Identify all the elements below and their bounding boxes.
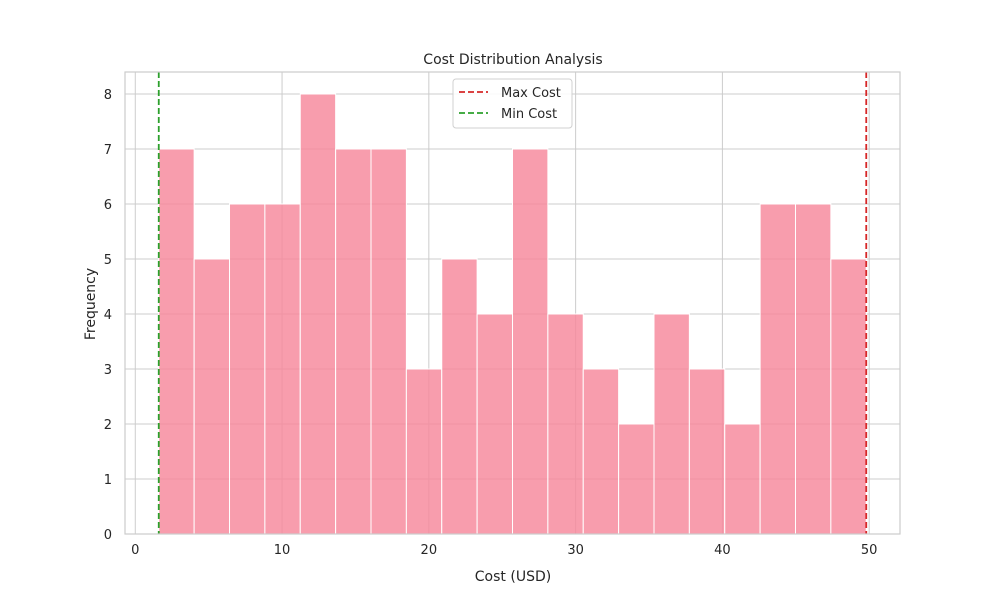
y-tick-label-0: 0 (104, 528, 112, 543)
y-axis-label: Frequency (83, 268, 99, 340)
legend: Max Cost Min Cost (452, 78, 573, 129)
x-axis-ticks: 0 10 20 30 40 50 (131, 543, 877, 558)
histogram-bar-0 (158, 148, 195, 535)
y-tick-label-1: 1 (104, 473, 112, 488)
y-tick-label-4: 4 (104, 308, 112, 323)
histogram-bar-6 (370, 148, 407, 535)
histogram-bar-14 (653, 313, 690, 535)
x-tick-label-1: 10 (274, 543, 291, 558)
y-tick-label-8: 8 (104, 88, 112, 103)
legend-label-max-cost: Max Cost (501, 86, 561, 101)
reference-lines (157, 72, 868, 534)
histogram-bar-4 (299, 93, 337, 535)
y-tick-label-5: 5 (104, 253, 112, 268)
histogram-bar-18 (794, 203, 832, 535)
histogram-bar-3 (264, 203, 301, 535)
x-tick-label-4: 40 (714, 543, 731, 558)
y-axis-ticks: 0 1 2 3 4 5 6 7 8 (104, 88, 112, 543)
chart-title: Cost Distribution Analysis (423, 52, 602, 68)
histogram-bar-8 (441, 258, 478, 535)
x-tick-label-2: 20 (421, 543, 438, 558)
y-tick-label-6: 6 (104, 198, 112, 213)
histogram-bars (158, 93, 867, 535)
y-tick-label-3: 3 (104, 363, 112, 378)
histogram-bar-9 (476, 313, 513, 535)
x-tick-label-5: 50 (861, 543, 878, 558)
y-tick-label-7: 7 (104, 143, 112, 158)
histogram-bar-2 (229, 203, 266, 535)
histogram-bar-19 (830, 258, 867, 535)
histogram-bar-15 (688, 368, 726, 535)
histogram-bar-12 (582, 368, 620, 535)
legend-label-min-cost: Min Cost (501, 107, 557, 122)
x-tick-label-0: 0 (131, 543, 139, 558)
plot-frame (124, 71, 901, 535)
histogram-bar-10 (512, 148, 549, 535)
x-axis-label: Cost (USD) (475, 569, 551, 585)
histogram-bar-17 (759, 203, 796, 535)
histogram-bar-13 (618, 423, 655, 535)
histogram-bar-11 (547, 313, 584, 535)
x-tick-label-3: 30 (567, 543, 584, 558)
histogram-bar-5 (335, 148, 372, 535)
histogram-bar-16 (724, 423, 761, 535)
histogram-bar-7 (405, 368, 443, 535)
y-tick-label-2: 2 (104, 418, 112, 433)
histogram-bar-1 (193, 258, 231, 535)
plot-border (124, 71, 901, 535)
